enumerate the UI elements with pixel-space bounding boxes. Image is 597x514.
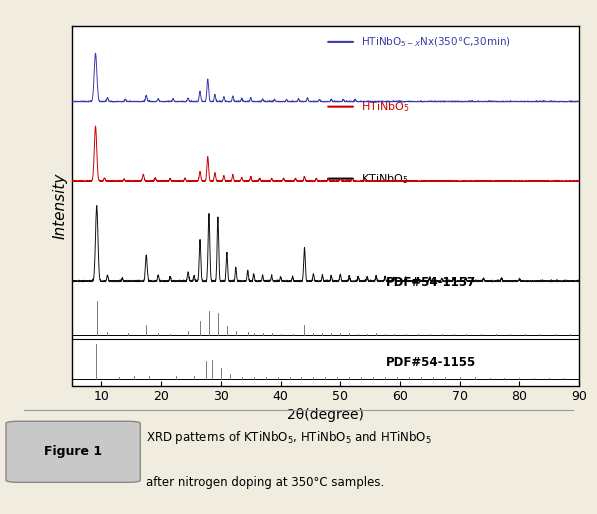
Text: HTiNbO$_5$: HTiNbO$_5$ xyxy=(361,100,410,114)
Text: Figure 1: Figure 1 xyxy=(44,445,102,458)
FancyBboxPatch shape xyxy=(6,421,140,482)
Text: XRD patterns of KTiNbO$_5$, HTiNbO$_5$ and HTiNbO$_5$: XRD patterns of KTiNbO$_5$, HTiNbO$_5$ a… xyxy=(146,429,432,446)
Text: KTiNbO$_5$: KTiNbO$_5$ xyxy=(361,172,408,186)
X-axis label: 2θ(degree): 2θ(degree) xyxy=(287,408,364,421)
Y-axis label: Intensity: Intensity xyxy=(53,172,67,239)
Text: PDF#54-1157: PDF#54-1157 xyxy=(386,277,476,289)
Text: PDF#54-1155: PDF#54-1155 xyxy=(386,356,476,369)
Text: after nitrogen doping at 350°C samples.: after nitrogen doping at 350°C samples. xyxy=(146,476,384,489)
Text: HTiNbO$_{5-X}$Nx(350°C,30min): HTiNbO$_{5-X}$Nx(350°C,30min) xyxy=(361,35,510,49)
